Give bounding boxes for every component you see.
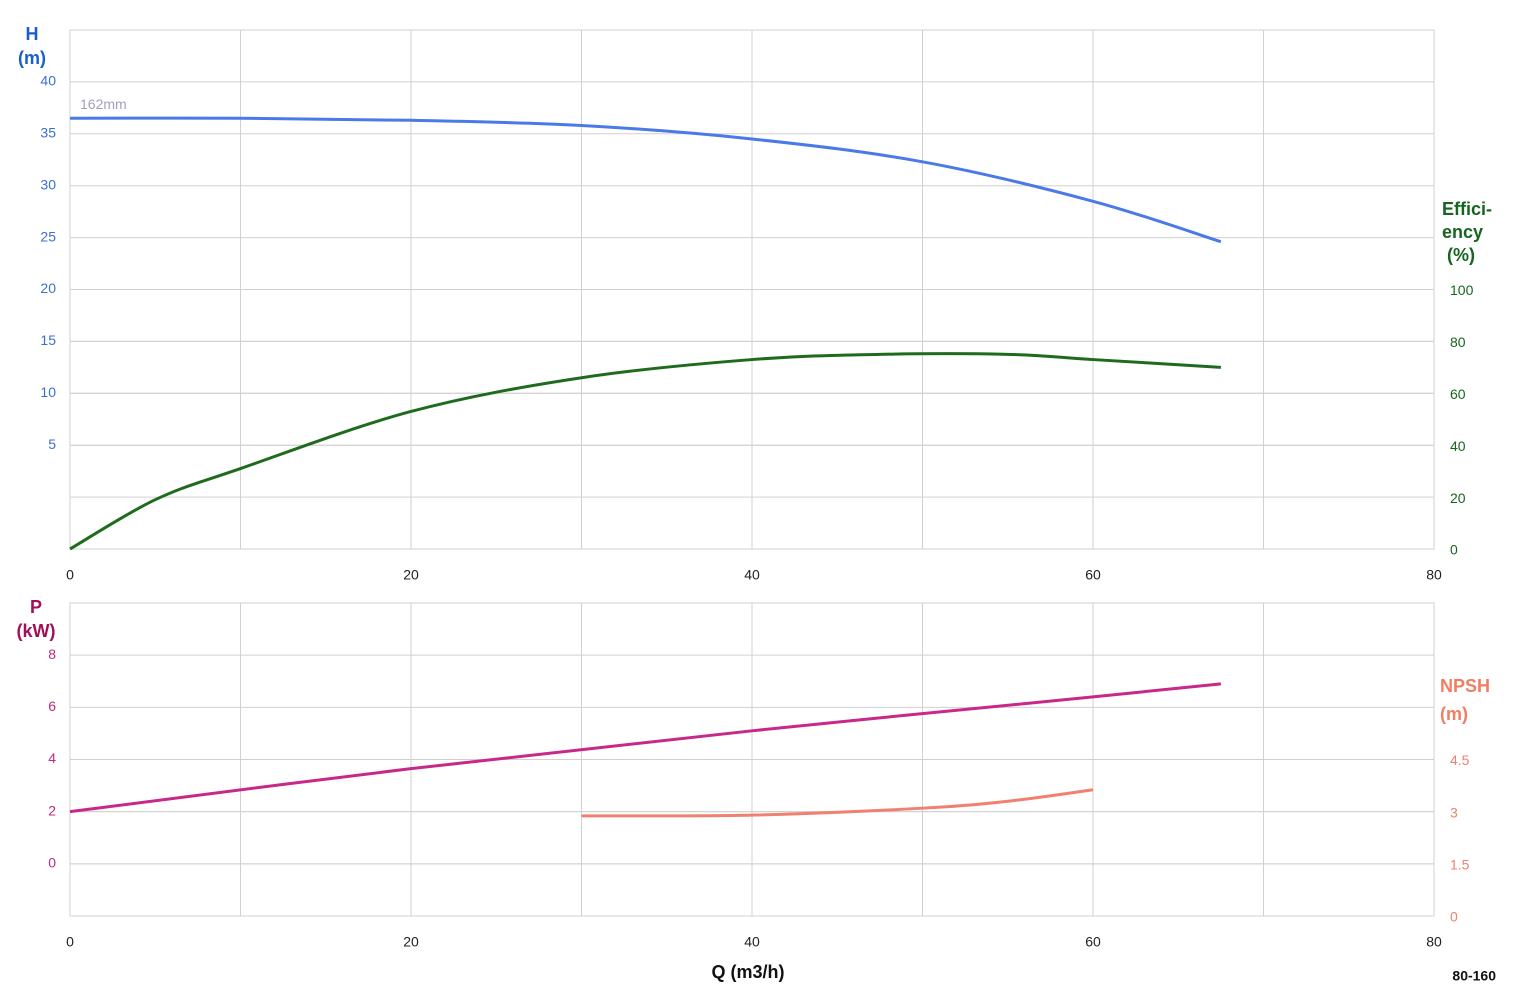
y-tick-label: 35 [40, 125, 56, 141]
y2-tick-label: 40 [1450, 438, 1466, 454]
y2-tick-label: 100 [1450, 282, 1474, 298]
x-tick-label: 60 [1085, 567, 1101, 583]
series-line [69, 116, 1222, 244]
x-tick-label: 40 [744, 934, 760, 950]
x-tick-label: 60 [1085, 934, 1101, 950]
y2-axis-title: (m) [1440, 704, 1468, 724]
y-axis-title: (kW) [17, 621, 56, 641]
y-tick-label: 6 [48, 698, 56, 714]
y2-axis-title: ency [1442, 222, 1483, 242]
y2-axis-title: NPSH [1440, 676, 1490, 696]
y2-tick-label: 80 [1450, 334, 1466, 350]
y-tick-label: 30 [40, 176, 56, 192]
y-tick-label: 20 [40, 280, 56, 296]
y2-axis-title: (%) [1447, 245, 1475, 265]
curve-label: 162mm [80, 96, 127, 112]
y-tick-label: 4 [48, 750, 56, 766]
x-tick-label: 0 [66, 934, 74, 950]
y-tick-label: 25 [40, 228, 56, 244]
y2-tick-label: 20 [1450, 490, 1466, 506]
y-tick-label: 2 [48, 802, 56, 818]
y-tick-label: 10 [40, 384, 56, 400]
y2-tick-label: 3 [1450, 804, 1458, 820]
series-line [69, 682, 1222, 814]
y2-tick-label: 0 [1450, 542, 1458, 558]
y2-axis-title: Effici- [1442, 199, 1492, 219]
y-tick-label: 40 [40, 73, 56, 89]
y-axis-title: (m) [18, 48, 46, 68]
x-tick-label: 0 [66, 567, 74, 583]
x-axis-title: Q (m3/h) [711, 962, 784, 982]
y-axis-title: P [30, 597, 42, 617]
y2-tick-label: 4.5 [1450, 752, 1470, 768]
series-line [69, 352, 1221, 551]
series-line [581, 788, 1094, 818]
y-tick-label: 15 [40, 332, 56, 348]
y-tick-label: 8 [48, 646, 56, 662]
y-tick-label: 0 [48, 855, 56, 871]
y-axis-title: H [26, 24, 39, 44]
x-tick-label: 20 [403, 934, 419, 950]
x-tick-label: 20 [403, 567, 419, 583]
y2-tick-label: 1.5 [1450, 857, 1470, 873]
y2-tick-label: 0 [1450, 909, 1458, 925]
model-label: 80-160 [1452, 968, 1496, 984]
x-tick-label: 40 [744, 567, 760, 583]
y2-tick-label: 60 [1450, 386, 1466, 402]
x-tick-label: 80 [1426, 934, 1442, 950]
y-tick-label: 5 [48, 436, 56, 452]
x-tick-label: 80 [1426, 567, 1442, 583]
